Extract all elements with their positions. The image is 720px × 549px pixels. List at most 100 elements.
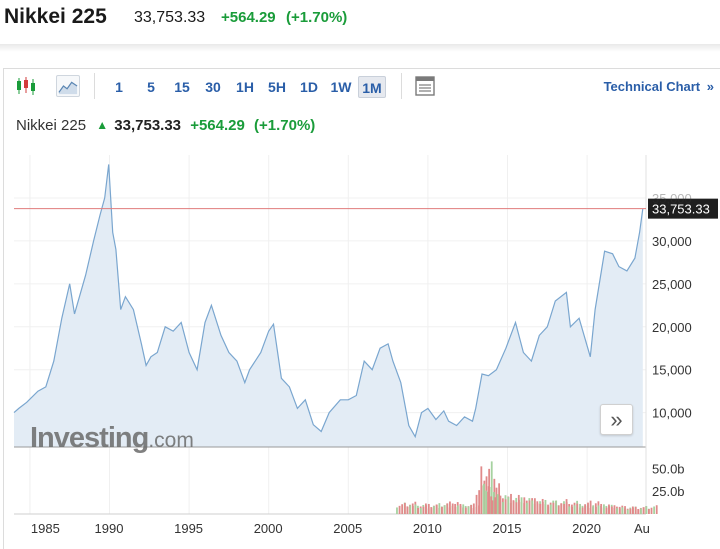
y-tick-label: 35,000: [652, 191, 692, 206]
y-tick-label: 15,000: [652, 363, 692, 378]
volume-bar: [576, 503, 579, 514]
volume-bar: [435, 504, 438, 514]
timeframe-1w[interactable]: 1W: [330, 79, 352, 95]
volume-bar: [608, 506, 611, 514]
volume-bar: [541, 501, 544, 514]
volume-bar: [642, 507, 645, 514]
volume-bar: [409, 505, 412, 514]
volume-bar: [632, 507, 634, 514]
watermark-brand: Investing: [30, 422, 149, 454]
volume-bar: [613, 505, 616, 514]
volume-bar: [573, 505, 576, 514]
timeframe-15[interactable]: 15: [174, 79, 190, 95]
x-tick-label: 2020: [572, 521, 601, 536]
timeframe-1[interactable]: 1: [115, 79, 123, 95]
volume-bar: [422, 506, 425, 514]
layout-icon[interactable]: [414, 75, 436, 97]
volume-bar: [549, 504, 552, 514]
legend-price: 33,753.33: [114, 117, 182, 134]
x-tick-label: 1995: [174, 521, 203, 536]
volume-bar: [579, 503, 581, 514]
volume-bar: [531, 500, 534, 514]
volume-bar: [419, 508, 422, 514]
investing-watermark: Investing.com: [30, 422, 194, 455]
volume-bar: [560, 503, 563, 514]
volume-bar: [621, 507, 624, 514]
volume-bar: [464, 507, 467, 514]
volume-bar: [478, 490, 481, 514]
volume-bar: [406, 506, 409, 514]
volume-bar: [610, 506, 613, 514]
volume-bar: [475, 494, 478, 514]
header-shadow: [0, 44, 720, 52]
timeframe-30[interactable]: 30: [205, 79, 221, 95]
x-tick-label: 2000: [254, 521, 283, 536]
technical-chart-link[interactable]: Technical Chart »: [604, 79, 714, 94]
y-tick-label: 25,000: [652, 277, 692, 292]
area-chart-icon[interactable]: [56, 75, 80, 97]
volume-bar: [547, 506, 550, 514]
volume-bar: [487, 486, 490, 514]
volume-bar: [595, 506, 597, 514]
volume-bar: [446, 503, 449, 514]
volume-tick-label: 50.0b: [652, 461, 685, 476]
volume-bar: [589, 500, 592, 514]
legend-change: +564.29: [190, 117, 245, 134]
timeframe-1h[interactable]: 1H: [236, 79, 254, 95]
volume-bar: [507, 496, 510, 514]
legend-name: Nikkei 225: [16, 117, 87, 134]
volume-bar: [584, 505, 587, 514]
toolbar-separator: [401, 73, 402, 99]
volume-bar: [456, 505, 459, 514]
volume-bar: [512, 500, 515, 514]
volume-bar: [454, 506, 457, 514]
watermark-suffix: .com: [148, 429, 194, 452]
timeframe-1d[interactable]: 1D: [300, 79, 318, 95]
timeframe-1m[interactable]: 1M: [358, 76, 386, 98]
up-arrow-icon: ▲: [96, 118, 109, 132]
x-tick-label: 2015: [493, 521, 522, 536]
volume-bar: [568, 506, 571, 514]
technical-chart-label: Technical Chart: [603, 79, 701, 94]
x-tick-label: 1990: [95, 521, 124, 536]
volume-bar: [441, 506, 443, 514]
volume-bar: [640, 508, 642, 514]
volume-bar: [443, 505, 446, 514]
volume-bar: [462, 504, 465, 514]
volume-bar: [470, 504, 473, 514]
volume-bar: [520, 497, 523, 514]
volume-bar: [485, 490, 488, 514]
volume-bar: [491, 500, 494, 514]
volume-bar: [597, 505, 600, 514]
volume-bar: [499, 495, 502, 514]
x-tick-label: 2010: [413, 521, 442, 536]
volume-bar: [404, 502, 406, 514]
volume-bar: [645, 506, 648, 514]
volume-bar: [565, 502, 568, 514]
timeframe-5[interactable]: 5: [147, 79, 155, 95]
instrument-title: Nikkei 225: [4, 5, 107, 28]
volume-bar: [427, 503, 430, 514]
last-price-label: 33,753.33: [652, 202, 710, 217]
x-tick-label: 1985: [31, 521, 60, 536]
volume-bar: [637, 509, 640, 514]
volume-bar: [650, 507, 653, 514]
volume-bar: [544, 499, 547, 514]
volume-bar: [581, 507, 584, 514]
volume-bar: [430, 507, 433, 514]
y-tick-label: 10,000: [652, 406, 692, 421]
scroll-to-latest-button[interactable]: »: [600, 404, 633, 435]
volume-bar: [555, 500, 558, 514]
volume-bar: [472, 503, 475, 514]
volume-bar: [510, 493, 512, 514]
legend-change-pct: (+1.70%): [254, 117, 316, 134]
volume-bar: [518, 499, 520, 514]
x-tick-label: Au: [634, 521, 650, 536]
volume-bar: [528, 500, 531, 514]
volume-bar: [616, 508, 618, 514]
volume-bar: [502, 502, 504, 514]
last-price-tag: [648, 198, 718, 219]
candlestick-icon[interactable]: [14, 75, 38, 97]
timeframe-5h[interactable]: 5H: [268, 79, 286, 95]
volume-bar: [396, 507, 398, 514]
